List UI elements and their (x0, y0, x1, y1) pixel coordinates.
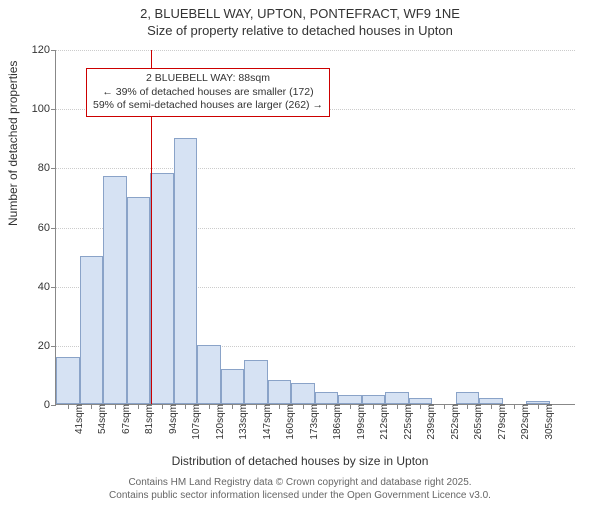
x-tick-mark (538, 404, 539, 409)
x-tick-label: 212sqm (377, 404, 390, 440)
footer-line-2: Contains public sector information licen… (0, 489, 600, 502)
histogram-bar (244, 360, 268, 404)
chart-plot-area: 02040608010012041sqm54sqm67sqm81sqm94sqm… (55, 50, 575, 405)
x-tick-label: 147sqm (260, 404, 273, 440)
y-tick-mark (51, 109, 56, 110)
x-tick-label: 279sqm (495, 404, 508, 440)
histogram-bar (174, 138, 198, 404)
histogram-bar (150, 173, 174, 404)
histogram-bar (197, 345, 221, 404)
x-tick-mark (138, 404, 139, 409)
y-tick-mark (51, 287, 56, 288)
y-tick-mark (51, 228, 56, 229)
histogram-bar (127, 197, 151, 404)
x-tick-label: 239sqm (424, 404, 437, 440)
x-tick-mark (279, 404, 280, 409)
histogram-bar (456, 392, 480, 404)
x-tick-label: 292sqm (518, 404, 531, 440)
chart-title-main: 2, BLUEBELL WAY, UPTON, PONTEFRACT, WF9 … (0, 6, 600, 21)
x-tick-mark (444, 404, 445, 409)
x-tick-label: 265sqm (471, 404, 484, 440)
x-tick-mark (514, 404, 515, 409)
y-tick-mark (51, 346, 56, 347)
x-axis-title: Distribution of detached houses by size … (0, 454, 600, 468)
x-tick-label: 160sqm (283, 404, 296, 440)
histogram-bar (221, 369, 245, 405)
x-tick-label: 252sqm (448, 404, 461, 440)
footer-line-1: Contains HM Land Registry data © Crown c… (0, 476, 600, 489)
x-tick-mark (373, 404, 374, 409)
annotation-line: 59% of semi-detached houses are larger (… (93, 99, 323, 113)
y-tick-mark (51, 168, 56, 169)
x-tick-mark (397, 404, 398, 409)
x-tick-mark (115, 404, 116, 409)
y-tick-mark (51, 405, 56, 406)
x-tick-mark (491, 404, 492, 409)
x-tick-mark (232, 404, 233, 409)
y-axis-title: Number of detached properties (6, 61, 20, 226)
x-tick-label: 94sqm (166, 404, 179, 434)
x-tick-label: 173sqm (307, 404, 320, 440)
histogram-bar (362, 395, 386, 404)
histogram-bar (268, 380, 292, 404)
annotation-line: 2 BLUEBELL WAY: 88sqm (93, 72, 323, 86)
histogram-bar (385, 392, 409, 404)
x-tick-label: 186sqm (330, 404, 343, 440)
x-tick-label: 199sqm (354, 404, 367, 440)
histogram-bar (56, 357, 80, 404)
x-tick-mark (467, 404, 468, 409)
x-tick-label: 54sqm (95, 404, 108, 434)
y-tick-mark (51, 50, 56, 51)
x-tick-mark (303, 404, 304, 409)
histogram-bar (315, 392, 339, 404)
x-tick-mark (326, 404, 327, 409)
marker-annotation: 2 BLUEBELL WAY: 88sqm← 39% of detached h… (86, 68, 330, 117)
x-tick-label: 133sqm (236, 404, 249, 440)
x-tick-mark (209, 404, 210, 409)
x-tick-label: 120sqm (213, 404, 226, 440)
histogram-bar (291, 383, 315, 404)
x-tick-label: 41sqm (72, 404, 85, 434)
x-tick-label: 225sqm (401, 404, 414, 440)
annotation-line: ← 39% of detached houses are smaller (17… (93, 86, 323, 100)
x-tick-label: 305sqm (542, 404, 555, 440)
x-tick-mark (91, 404, 92, 409)
x-tick-label: 67sqm (119, 404, 132, 434)
x-tick-mark (256, 404, 257, 409)
gridline (56, 168, 575, 169)
x-tick-mark (68, 404, 69, 409)
histogram-bar (338, 395, 362, 404)
x-tick-mark (162, 404, 163, 409)
chart-footer: Contains HM Land Registry data © Crown c… (0, 476, 600, 502)
histogram-bar (80, 256, 104, 404)
histogram-bar (103, 176, 127, 404)
x-tick-label: 107sqm (189, 404, 202, 440)
chart-title-sub: Size of property relative to detached ho… (0, 23, 600, 38)
x-tick-mark (420, 404, 421, 409)
x-tick-mark (350, 404, 351, 409)
chart-container: 2, BLUEBELL WAY, UPTON, PONTEFRACT, WF9 … (0, 6, 600, 506)
x-tick-label: 81sqm (142, 404, 155, 434)
x-tick-mark (185, 404, 186, 409)
gridline (56, 50, 575, 51)
